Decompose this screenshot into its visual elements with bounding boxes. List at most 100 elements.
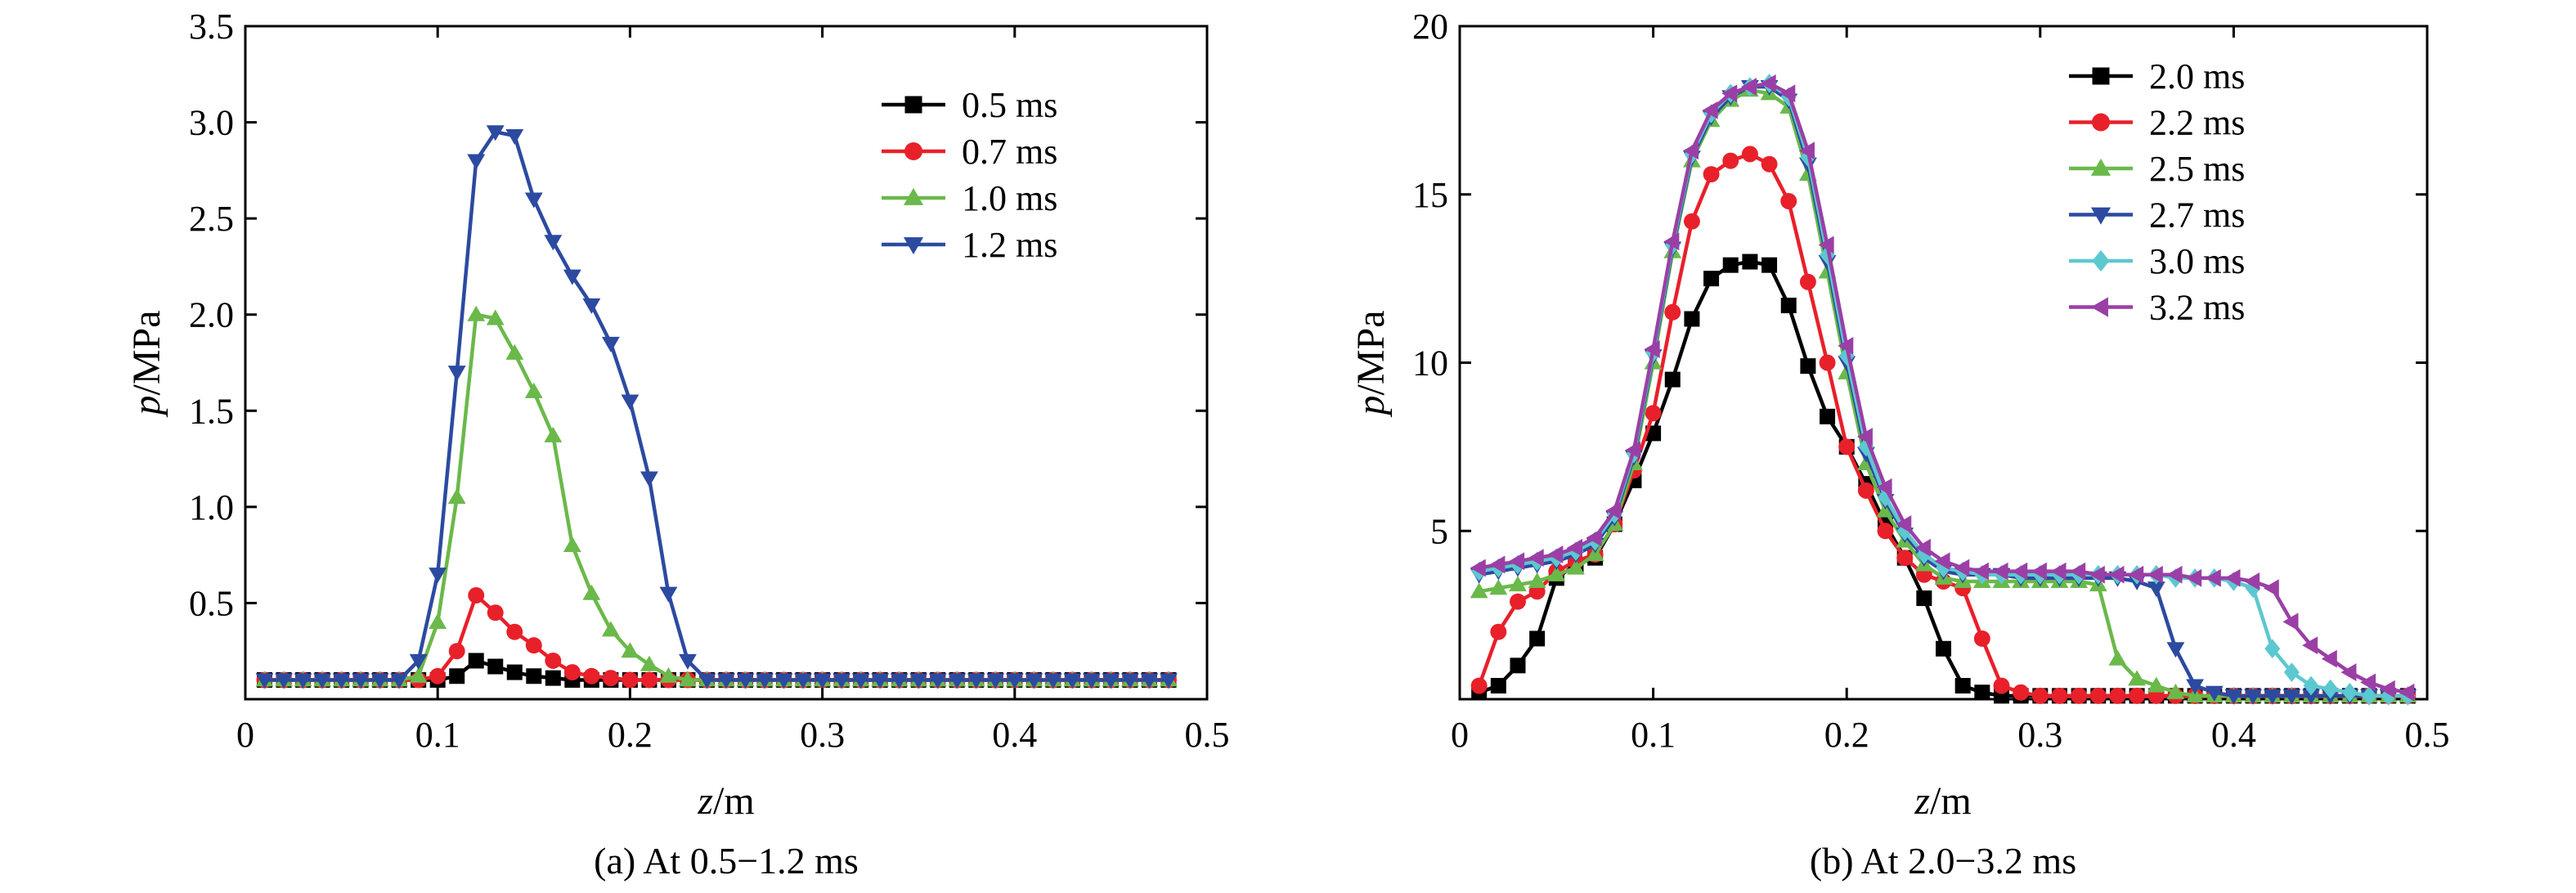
- x-tick-label: 0.2: [608, 715, 653, 755]
- panel-caption: (a) At 0.5−1.2 ms: [594, 840, 859, 882]
- data-point: [601, 336, 620, 352]
- data-point: [1063, 673, 1082, 689]
- data-point: [2051, 687, 2068, 704]
- data-point: [622, 671, 639, 689]
- data-point: [1798, 141, 1815, 160]
- data-point: [2109, 687, 2126, 704]
- data-point: [679, 653, 697, 670]
- series-line: [264, 312, 1169, 682]
- data-point: [1703, 271, 1720, 287]
- data-point: [601, 621, 620, 637]
- data-point: [275, 673, 293, 689]
- data-point: [659, 666, 678, 683]
- data-point: [1510, 593, 1526, 610]
- legend-label: 2.7 ms: [2149, 195, 2245, 236]
- data-point: [1780, 298, 1797, 314]
- data-point: [774, 673, 793, 689]
- data-point: [526, 668, 542, 684]
- data-point: [1992, 562, 2008, 581]
- data-point: [1780, 193, 1797, 209]
- data-point: [2186, 568, 2202, 587]
- data-point: [1876, 478, 1892, 496]
- data-point: [2361, 686, 2377, 706]
- data-point: [545, 652, 562, 669]
- data-point: [659, 586, 678, 603]
- data-point: [447, 488, 466, 505]
- data-point: [813, 673, 832, 689]
- data-point: [544, 426, 563, 442]
- x-tick-label: 0.5: [2405, 715, 2450, 755]
- data-point: [1140, 673, 1159, 689]
- data-point: [2166, 683, 2185, 699]
- data-point: [832, 673, 851, 689]
- data-point: [640, 655, 658, 671]
- series-1-0-ms: [255, 305, 1178, 687]
- data-point: [2263, 689, 2282, 705]
- data-point: [2129, 687, 2146, 704]
- data-point: [467, 154, 486, 170]
- data-point: [1082, 673, 1101, 689]
- data-point: [1856, 428, 1873, 446]
- series-line: [1479, 81, 2408, 698]
- series-line: [264, 593, 1169, 682]
- data-point: [1645, 405, 1662, 422]
- x-tick-label: 0.1: [1631, 715, 1676, 755]
- data-point: [2302, 636, 2318, 655]
- data-point: [583, 667, 600, 684]
- data-point: [2147, 676, 2165, 693]
- data-point: [506, 623, 523, 640]
- plot-frame: [244, 25, 1209, 701]
- data-point: [1722, 152, 1739, 169]
- data-point: [621, 642, 640, 658]
- legend-marker: [904, 141, 923, 161]
- y-tick-label: 20: [1412, 7, 1448, 47]
- y-tick-label: 2.5: [189, 199, 234, 239]
- series-line: [1479, 81, 2408, 695]
- data-point: [505, 128, 524, 145]
- legend-marker: [904, 96, 922, 114]
- data-point: [1819, 354, 1836, 371]
- x-tick-label: 0: [1451, 715, 1469, 755]
- data-point: [1470, 559, 1486, 577]
- data-point: [545, 670, 561, 686]
- data-point: [2128, 670, 2147, 686]
- data-point: [1954, 678, 1971, 694]
- x-tick-label: 0.3: [800, 715, 845, 755]
- data-point: [1972, 562, 1989, 581]
- legend-label: 2.5 ms: [2149, 149, 2245, 189]
- data-point: [1663, 232, 1680, 251]
- x-axis-label: z/m: [697, 779, 754, 823]
- data-point: [2089, 687, 2107, 704]
- data-point: [563, 269, 581, 285]
- data-point: [2341, 682, 2358, 702]
- series-1-2-ms: [255, 125, 1178, 689]
- data-point: [294, 673, 312, 689]
- data-point: [505, 343, 524, 360]
- legend-label: 3.2 ms: [2149, 288, 2245, 328]
- data-point: [429, 667, 447, 684]
- data-point: [524, 382, 543, 398]
- data-point: [1914, 538, 1931, 557]
- data-point: [1567, 559, 1585, 575]
- data-point: [2283, 662, 2300, 682]
- x-tick-label: 0.3: [2017, 715, 2062, 755]
- data-point: [948, 673, 967, 689]
- data-point: [2012, 562, 2028, 581]
- data-point: [1703, 166, 1720, 183]
- y-axis-label: p/MPa: [1349, 310, 1393, 417]
- data-point: [332, 673, 351, 689]
- series-2-5-ms: [1470, 81, 2417, 702]
- data-point: [2050, 562, 2067, 581]
- data-point: [621, 394, 640, 411]
- data-point: [1547, 545, 1564, 563]
- data-point: [2263, 579, 2279, 598]
- x-tick-label: 0.1: [415, 715, 460, 755]
- data-point: [1509, 552, 1525, 571]
- data-point: [2070, 562, 2086, 581]
- data-point: [409, 653, 428, 670]
- y-tick-label: 15: [1412, 175, 1448, 215]
- data-point: [1741, 146, 1758, 163]
- data-point: [2264, 639, 2281, 659]
- data-point: [1684, 311, 1700, 327]
